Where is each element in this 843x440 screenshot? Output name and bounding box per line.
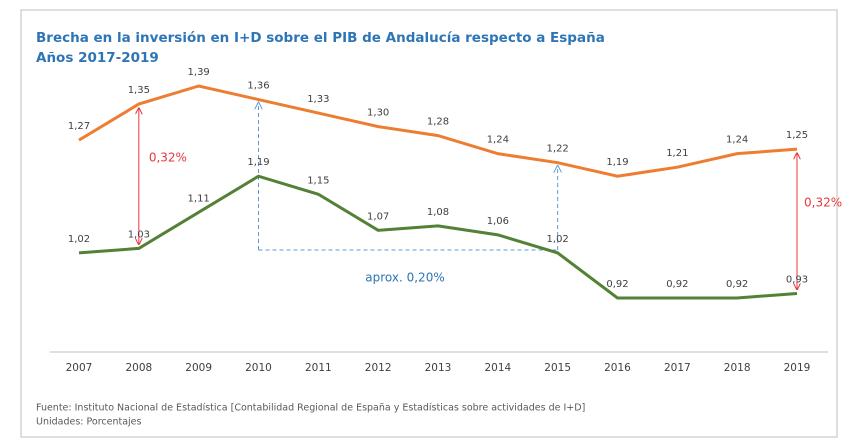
data-label: 1,30 (367, 108, 389, 119)
annotation: aprox. 0,20% (365, 271, 444, 285)
data-label: 1,06 (487, 216, 509, 227)
x-tick-label: 2016 (604, 362, 631, 374)
data-label: 1,08 (427, 207, 449, 218)
data-label: 1,28 (427, 117, 449, 128)
annotation: 0,32% (804, 196, 842, 210)
data-label: 1,36 (247, 81, 269, 92)
data-label: 1,22 (547, 144, 569, 155)
data-label: 1,21 (666, 148, 688, 159)
annotation: 0,32% (149, 151, 187, 165)
data-label: 1,24 (487, 135, 509, 146)
x-tick-label: 2014 (484, 362, 511, 374)
frame (20, 9, 838, 438)
x-tick-label: 2019 (784, 362, 811, 374)
x-tick-label: 2008 (125, 362, 152, 374)
data-label: 0,92 (666, 279, 688, 290)
data-label: 1,39 (188, 67, 210, 78)
series-line (78, 84, 798, 178)
data-label: 1,25 (786, 130, 808, 141)
data-label: 1,35 (128, 85, 150, 96)
data-label: 1,02 (547, 234, 569, 245)
x-tick-label: 2013 (425, 362, 452, 374)
x-tick-label: 2012 (365, 362, 392, 374)
data-label: 1,15 (307, 175, 329, 186)
data-label: 1,27 (68, 121, 90, 132)
x-tick-label: 2007 (66, 362, 93, 374)
x-tick-label: 2009 (185, 362, 212, 374)
data-label: 1,11 (188, 193, 210, 204)
series-line (78, 174, 798, 300)
data-label: 1,24 (726, 135, 748, 146)
data-label: 0,92 (606, 279, 628, 290)
x-tick-label: 2010 (245, 362, 272, 374)
chart-subtitle: Años 2017-2019 (36, 50, 159, 66)
data-label: 1,02 (68, 234, 90, 245)
x-tick-label: 2017 (664, 362, 691, 374)
units: Unidades: Porcentajes (36, 417, 142, 428)
data-label: 1,03 (128, 229, 150, 240)
x-tick-label: 2018 (724, 362, 751, 374)
data-label: 1,19 (606, 157, 628, 168)
data-label: 0,92 (726, 279, 748, 290)
chart-title: Brecha en la inversión en I+D sobre el P… (36, 30, 605, 46)
data-label: 1,33 (307, 94, 329, 105)
data-label: 0,93 (786, 274, 808, 285)
x-tick-label: 2011 (305, 362, 332, 374)
data-label: 1,07 (367, 211, 389, 222)
source: Fuente: Instituto Nacional de Estadístic… (36, 403, 585, 414)
data-label: 1,19 (247, 157, 269, 168)
x-tick-label: 2015 (544, 362, 571, 374)
